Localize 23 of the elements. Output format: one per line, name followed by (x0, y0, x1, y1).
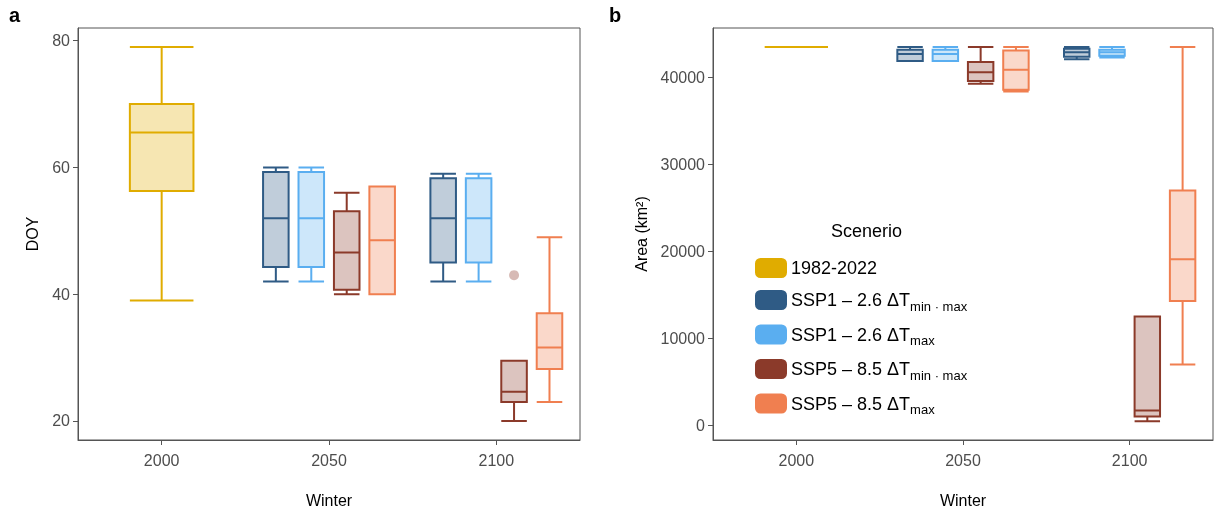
x-tick-label: 2050 (945, 451, 981, 469)
y-tick-label: 20000 (660, 242, 706, 260)
x-tick-label: 2100 (1111, 451, 1148, 469)
chart-title: a (9, 4, 21, 26)
legend-label: 1982-2022 (791, 258, 878, 278)
y-axis-title: DOY (23, 216, 41, 252)
x-tick-label: 2000 (143, 451, 180, 469)
chart-title: b (609, 4, 622, 26)
x-axis-title: Winter (939, 491, 987, 509)
x-tick-label: 2000 (778, 451, 815, 469)
y-tick-label: 60 (52, 158, 71, 176)
x-tick-label: 2050 (311, 451, 347, 469)
y-tick-label: 40000 (660, 69, 706, 87)
y-tick-label: 30000 (660, 155, 706, 173)
x-tick-label: 2100 (478, 451, 515, 469)
legend-title: Scenerio (831, 221, 903, 241)
y-tick-label: 20 (52, 412, 71, 430)
x-axis-title: Winter (305, 491, 353, 509)
y-tick-label: 10000 (660, 329, 706, 347)
y-tick-label: 0 (696, 416, 706, 434)
y-axis-title: Area (km²) (633, 196, 651, 272)
y-tick-label: 40 (52, 285, 71, 303)
y-tick-label: 80 (52, 32, 71, 50)
